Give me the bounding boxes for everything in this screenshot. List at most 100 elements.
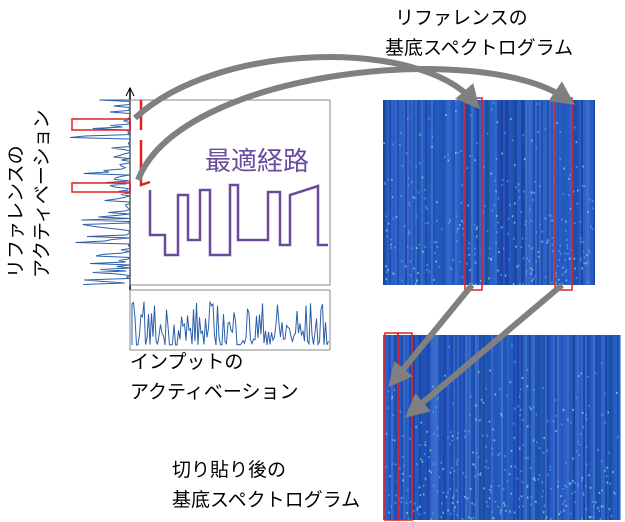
spectrogram-dot bbox=[387, 179, 389, 181]
spectrogram-dot bbox=[413, 197, 415, 199]
spectrogram-column bbox=[605, 335, 607, 520]
spectrogram-dot bbox=[580, 433, 582, 435]
spectrogram-dot bbox=[607, 482, 609, 484]
spectrogram-dot bbox=[570, 482, 572, 484]
spectrogram-column bbox=[493, 335, 495, 520]
spectrogram-dot bbox=[489, 370, 491, 372]
spectrogram-dot bbox=[588, 405, 590, 407]
spectrogram-dot bbox=[433, 463, 435, 465]
spectrogram-dot bbox=[476, 452, 478, 454]
spectrogram-column bbox=[487, 335, 489, 520]
spectrogram-dot bbox=[570, 422, 572, 424]
spectrogram-dot bbox=[529, 208, 531, 210]
spectrogram-dot bbox=[406, 512, 408, 514]
spectrogram-dot bbox=[491, 172, 493, 174]
spectrogram-dot bbox=[425, 246, 427, 248]
spectrogram-column bbox=[593, 335, 595, 520]
spectrogram-dot bbox=[503, 502, 505, 504]
spectrogram-column bbox=[393, 100, 395, 285]
spectrogram-column bbox=[433, 100, 435, 285]
spectrogram-dot bbox=[422, 177, 424, 179]
spectrogram-dot bbox=[478, 456, 480, 458]
spectrogram-dot bbox=[439, 266, 441, 268]
spectrogram-dot bbox=[518, 506, 520, 508]
spectrogram-dot bbox=[543, 437, 545, 439]
spectrogram-dot bbox=[587, 261, 589, 263]
spectrogram-column bbox=[417, 335, 419, 520]
spectrogram-column bbox=[491, 100, 493, 285]
spectrogram-dot bbox=[517, 405, 519, 407]
spectrogram-dot bbox=[582, 165, 584, 167]
spectrogram-dot bbox=[408, 177, 410, 179]
spectrogram-dot bbox=[526, 257, 528, 259]
spectrogram-dot bbox=[444, 156, 446, 158]
spectrogram-column bbox=[557, 100, 559, 285]
spectrogram-dot bbox=[530, 267, 532, 269]
spectrogram-column bbox=[575, 335, 577, 520]
spectrogram-dot bbox=[500, 512, 502, 514]
spectrogram-dot bbox=[531, 248, 533, 250]
spectrogram-dot bbox=[453, 495, 455, 497]
spectrogram-dot bbox=[597, 507, 599, 509]
spectrogram-dot bbox=[492, 518, 494, 520]
spectrogram-dot bbox=[533, 199, 535, 201]
spectrogram-dot bbox=[576, 141, 578, 143]
spectrogram-column bbox=[413, 100, 415, 285]
spectrogram-dot bbox=[559, 158, 561, 160]
spectrogram-dot bbox=[560, 253, 562, 255]
spectrogram-dot bbox=[408, 233, 410, 235]
spectrogram-dot bbox=[543, 511, 545, 513]
spectrogram-dot bbox=[418, 191, 420, 193]
spectrogram-dot bbox=[523, 283, 525, 285]
spectrogram-column bbox=[435, 335, 437, 520]
spectrogram-dot bbox=[409, 230, 411, 232]
spectrogram-column bbox=[501, 335, 503, 520]
spectrogram-dot bbox=[514, 437, 516, 439]
spectrogram-dot bbox=[532, 269, 534, 271]
spectrogram-column bbox=[551, 335, 553, 520]
spectrogram-column bbox=[439, 335, 441, 520]
spectrogram-dot bbox=[434, 252, 436, 254]
spectrogram-dot bbox=[424, 512, 426, 514]
spectrogram-dot bbox=[447, 492, 449, 494]
spectrogram-dot bbox=[508, 473, 510, 475]
spectrogram-dot bbox=[408, 185, 410, 187]
spectrogram-column bbox=[393, 335, 395, 520]
spectrogram-dot bbox=[491, 259, 493, 261]
spectrogram-dot bbox=[468, 254, 470, 256]
spectrogram-dot bbox=[605, 422, 607, 424]
spectrogram-column bbox=[593, 100, 595, 285]
spectrogram-dot bbox=[583, 492, 585, 494]
spectrogram-dot bbox=[496, 158, 498, 160]
spectrogram-dot bbox=[546, 242, 548, 244]
spectrogram-dot bbox=[468, 247, 470, 249]
spectrogram-dot bbox=[563, 409, 565, 411]
spectrogram-dot bbox=[485, 446, 487, 448]
spectrogram-column bbox=[473, 100, 475, 285]
spectrogram-dot bbox=[477, 474, 479, 476]
spectrogram-dot bbox=[501, 153, 503, 155]
spectrogram-dot bbox=[579, 444, 581, 446]
spectrogram-dot bbox=[514, 408, 516, 410]
spectrogram-dot bbox=[601, 489, 603, 491]
spectrogram-dot bbox=[489, 421, 491, 423]
spectrogram-dot bbox=[487, 133, 489, 135]
spectrogram-dot bbox=[536, 147, 538, 149]
spectrogram-column bbox=[563, 335, 565, 520]
spectrogram-dot bbox=[433, 279, 435, 281]
spectrogram-dot bbox=[411, 181, 413, 183]
spectrogram-dot bbox=[392, 196, 394, 198]
spectrogram-dot bbox=[518, 184, 520, 186]
spectrogram-dot bbox=[583, 241, 585, 243]
spectrogram-column bbox=[389, 335, 391, 520]
spectrogram-dot bbox=[550, 488, 552, 490]
spectrogram-dot bbox=[522, 419, 524, 421]
spectrogram-dot bbox=[415, 283, 417, 285]
spectrogram-dot bbox=[447, 437, 449, 439]
spectrogram-dot bbox=[475, 466, 477, 468]
spectrogram-dot bbox=[452, 497, 454, 499]
spectrogram-dot bbox=[520, 409, 522, 411]
spectrogram-dot bbox=[426, 264, 428, 266]
spectrogram-dot bbox=[457, 152, 459, 154]
spectrogram-dot bbox=[500, 274, 502, 276]
